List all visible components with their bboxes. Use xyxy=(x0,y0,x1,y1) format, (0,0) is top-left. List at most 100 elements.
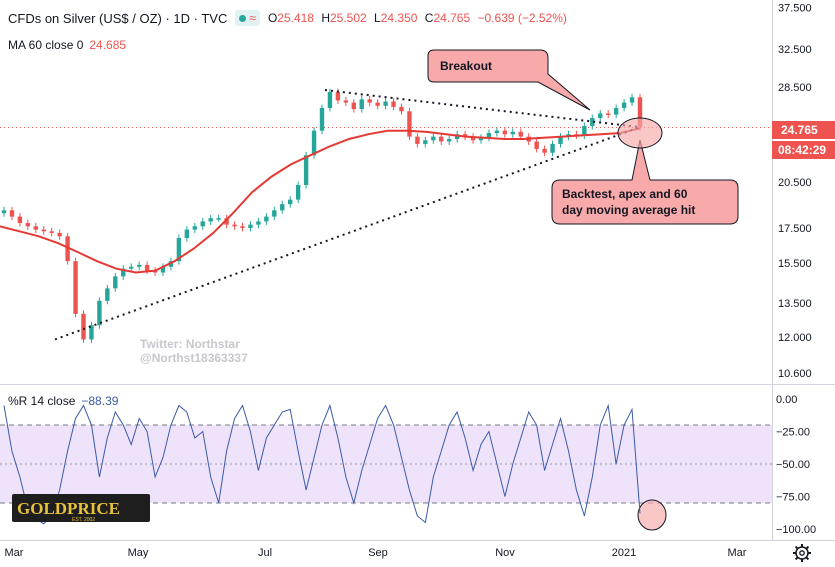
candle-body xyxy=(423,140,428,144)
candle-body xyxy=(89,325,94,340)
candle-body xyxy=(462,134,468,137)
ohlc-values: O25.418 H25.502 L24.350 C24.765 −0.639 (… xyxy=(267,11,567,25)
candle-body xyxy=(359,99,364,110)
candle-body xyxy=(351,102,356,110)
candle-body xyxy=(295,185,301,200)
wr-tick-label: −75.00 xyxy=(776,492,810,504)
backtest-label-line-1: Backtest, apex and 60 xyxy=(562,187,688,201)
candle-body xyxy=(136,264,142,267)
price-axis[interactable]: 37.500 32.500 28.500 20.500 17.500 15.500 13.5… xyxy=(778,3,812,380)
goldprice-logo: GOLDPRICE EST. 2002 xyxy=(12,494,150,523)
wr-legend[interactable]: %R 14 close −88.39 xyxy=(8,394,118,408)
candle-body xyxy=(399,106,404,112)
candle-body xyxy=(582,125,587,136)
candle-body xyxy=(160,266,166,273)
candle-body xyxy=(486,133,492,138)
candle-body xyxy=(319,107,325,131)
market-status-pill[interactable]: ≈ xyxy=(235,10,260,26)
wr-axis[interactable]: 0.00 −25.00 −50.00 −75.00 −100.00 xyxy=(776,394,816,536)
candle-body xyxy=(494,130,500,134)
symbol-title[interactable]: CFDs on Silver (US$ / OZ) · 1D · TVC xyxy=(8,10,228,26)
candle-body xyxy=(264,216,269,222)
last-price-tag xyxy=(772,121,835,139)
lower-trendline[interactable] xyxy=(54,126,641,341)
upper-trendline[interactable] xyxy=(324,89,641,129)
price-tick-label: 17.500 xyxy=(778,223,812,235)
candle-body xyxy=(606,113,611,115)
time-tick-label: Mar xyxy=(5,547,24,559)
breakout-label: Breakout xyxy=(440,59,492,73)
candle-body xyxy=(598,113,603,118)
candle-body xyxy=(558,136,563,144)
candle-body xyxy=(57,232,62,237)
ma-legend-value: 24.685 xyxy=(89,38,127,52)
candle-body xyxy=(431,136,436,141)
wr-tick-label: −100.00 xyxy=(776,524,816,536)
logo-text: GOLDPRICE xyxy=(17,499,120,518)
price-tick-label: 10.600 xyxy=(778,368,812,380)
candle-body xyxy=(478,137,484,141)
candle-body xyxy=(256,221,261,225)
ma-legend[interactable]: MA 60 close 0 24.685 xyxy=(8,38,126,52)
candle-body xyxy=(129,266,134,269)
logo-subtext: EST. 2002 xyxy=(72,517,95,523)
candle-body xyxy=(97,300,102,326)
price-tick-label: 37.500 xyxy=(778,3,812,15)
market-open-dot-icon xyxy=(239,14,247,22)
candle-body xyxy=(65,236,70,262)
ma-60-line xyxy=(0,127,641,274)
candle-body xyxy=(49,231,54,233)
candle-body xyxy=(407,111,412,137)
candle-body xyxy=(590,117,595,126)
candle-body xyxy=(192,226,197,230)
symbol-legend[interactable]: CFDs on Silver (US$ / OZ) · 1D · TVC ≈ O… xyxy=(8,10,567,26)
candle-body xyxy=(121,268,126,277)
candle-body xyxy=(105,288,110,301)
candle-body xyxy=(113,276,118,289)
candle-body xyxy=(383,101,388,106)
williams-r-line xyxy=(3,403,641,525)
candle-body xyxy=(629,97,635,103)
candle-body xyxy=(415,136,420,144)
candle-body xyxy=(311,130,317,156)
candle-body xyxy=(518,131,523,137)
time-tick-label: 2021 xyxy=(612,547,636,559)
countdown-tag-text: 08:42:29 xyxy=(778,143,826,157)
countdown-tag xyxy=(772,141,835,159)
watermark-line-2: @Northst18363337 xyxy=(140,351,248,365)
candle-body xyxy=(208,218,213,222)
wr-tick-label: 0.00 xyxy=(776,394,797,406)
time-axis[interactable]: Mar May Jul Sep Nov 2021 Mar xyxy=(5,547,747,559)
wr-highlight-circle[interactable] xyxy=(637,499,667,531)
backtest-callout[interactable]: Backtest, apex and 60 day moving average… xyxy=(551,139,739,225)
candle-body xyxy=(343,100,349,103)
candle-body xyxy=(33,226,38,230)
time-tick-label: Mar xyxy=(728,547,747,559)
candle-body xyxy=(200,221,205,227)
backtest-label-line-2: day moving average hit xyxy=(562,203,695,217)
candle-body xyxy=(327,92,333,108)
candle-body xyxy=(248,224,253,228)
time-tick-label: Nov xyxy=(495,547,515,559)
breakout-callout[interactable]: Breakout xyxy=(427,49,591,111)
candle-body xyxy=(240,226,245,228)
time-tick-label: Jul xyxy=(258,547,272,559)
candle-body xyxy=(510,131,515,135)
candle-body xyxy=(303,155,309,186)
candle-body xyxy=(17,216,23,224)
candle-body xyxy=(184,229,190,239)
candle-body xyxy=(375,102,380,106)
candle-body xyxy=(73,261,78,314)
ma-legend-label: MA 60 close 0 xyxy=(8,38,84,52)
settings-gear-icon[interactable] xyxy=(793,544,811,562)
price-tick-label: 13.500 xyxy=(778,298,812,310)
candle-body xyxy=(280,204,285,211)
candle-body xyxy=(224,218,229,225)
wr-legend-label: %R 14 close xyxy=(8,394,76,408)
price-tick-label: 32.500 xyxy=(778,44,812,56)
wr-tick-label: −50.00 xyxy=(776,459,810,471)
apex-highlight-circle[interactable] xyxy=(617,117,663,149)
candle-body xyxy=(502,130,508,135)
candle-body xyxy=(288,199,293,205)
